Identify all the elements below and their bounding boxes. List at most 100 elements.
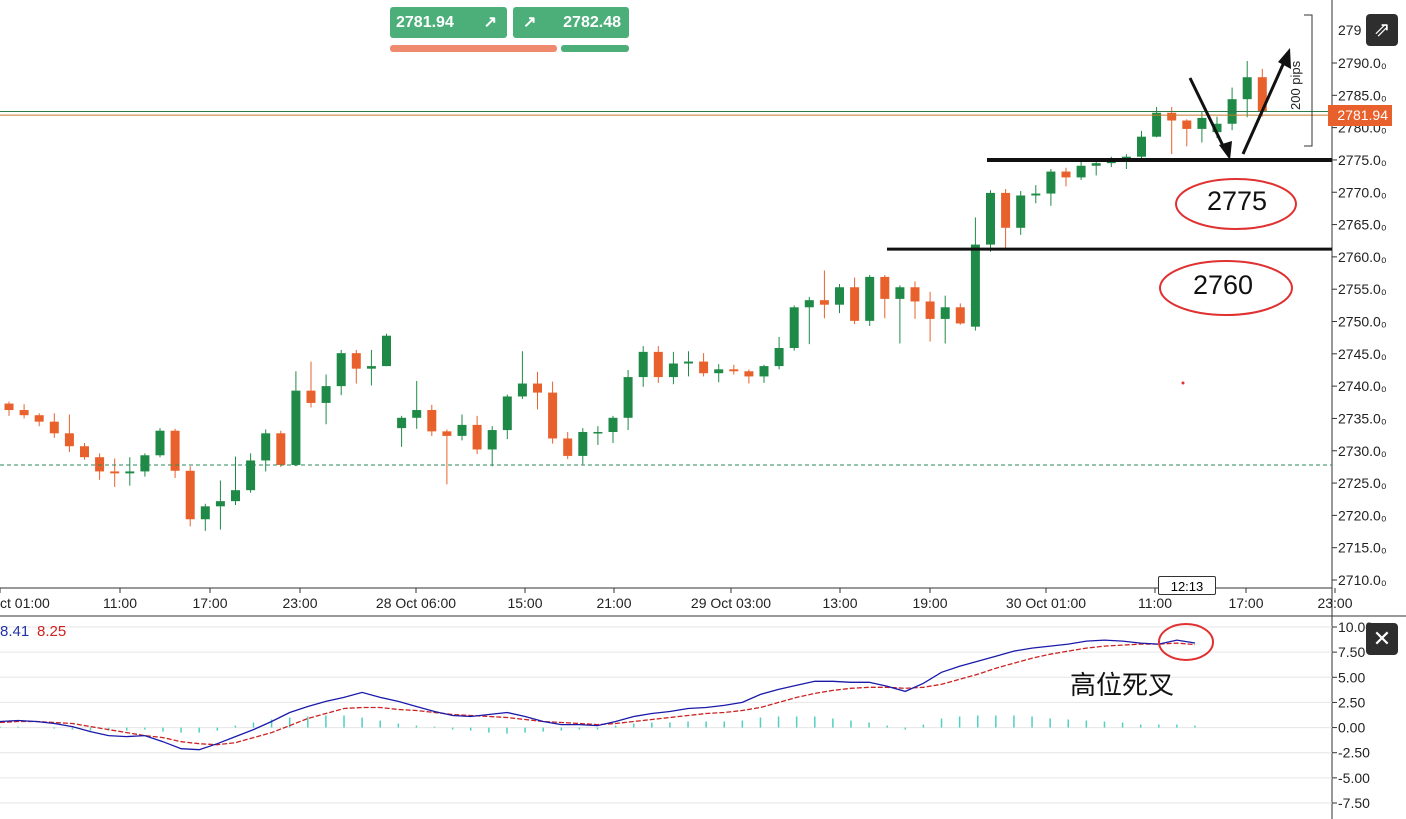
candle-body: [548, 392, 558, 439]
candle: [986, 190, 995, 252]
indicator-tick-label: -2.50: [1338, 745, 1370, 761]
candle-body: [1152, 112, 1162, 137]
candle-body: [970, 244, 980, 327]
down-arrow-line: [1188, 77, 1228, 153]
candle-body: [1046, 171, 1056, 194]
candle-body: [850, 287, 860, 321]
candle: [351, 349, 361, 384]
close-icon[interactable]: ✕: [1366, 623, 1398, 655]
candle: [291, 371, 301, 467]
candle-body: [668, 363, 678, 378]
candle-body: [34, 415, 44, 422]
candle: [714, 364, 724, 383]
candle-body: [517, 383, 527, 397]
candle: [457, 414, 467, 441]
candle: [653, 346, 663, 383]
candle-body: [563, 438, 573, 456]
candle: [1182, 119, 1192, 147]
candle: [246, 453, 256, 493]
candle: [623, 369, 633, 431]
time-tick-label: 29 Oct 03:00: [691, 595, 771, 611]
sell-button[interactable]: 2781.94 ↗: [390, 7, 507, 38]
candle: [729, 364, 739, 375]
candle-body: [276, 433, 286, 465]
current-price-tag: 2781.94: [1328, 105, 1392, 126]
candle-body: [789, 307, 799, 348]
candle-body: [125, 471, 135, 474]
candle: [925, 291, 935, 342]
candle-body: [170, 430, 180, 471]
candle-body: [412, 410, 422, 418]
candle: [1242, 61, 1252, 118]
candle: [412, 380, 422, 429]
candle-body: [366, 366, 376, 369]
candle: [95, 453, 105, 480]
time-tick-label: 23:00: [1317, 595, 1352, 611]
candle: [185, 466, 195, 527]
candle: [804, 296, 814, 345]
oval-2760: [1159, 260, 1293, 316]
candle-body: [457, 424, 467, 436]
candle-body: [185, 470, 195, 520]
candle: [231, 456, 240, 506]
sell-ratio-bar: [390, 45, 557, 52]
indicator-tick-label: 7.50: [1338, 644, 1365, 660]
indicator-tick-label: -5.00: [1338, 770, 1370, 786]
candle: [502, 394, 512, 440]
candle-body: [1016, 195, 1026, 228]
candle-body: [1257, 77, 1267, 112]
candle: [895, 285, 905, 344]
expand-icon[interactable]: ⇗: [1366, 14, 1398, 46]
candle: [533, 371, 542, 410]
candle-body: [64, 433, 74, 447]
candle: [744, 369, 754, 384]
pips-bracket: [1304, 14, 1313, 147]
indicator-tick-label: 2.50: [1338, 694, 1365, 710]
candle-body: [472, 424, 482, 450]
sell-arrow-icon: ↗: [483, 14, 497, 31]
candle-body: [578, 432, 588, 456]
candle-body: [925, 301, 935, 319]
candle: [442, 429, 452, 485]
candle-body: [1001, 192, 1011, 228]
time-tick-label: ct 01:00: [0, 595, 50, 611]
buy-price: 2782.48: [563, 14, 621, 31]
candle: [110, 458, 120, 487]
candle-body: [1137, 136, 1146, 157]
candle-body: [940, 307, 950, 319]
candle-body: [502, 396, 512, 431]
candle-body: [382, 335, 391, 367]
time-tick-label: 11:00: [103, 595, 137, 611]
candle: [427, 404, 437, 436]
time-axis: ct 01:00 11:00 17:00 23:00 28 Oct 06:00 15:00…: [0, 588, 1353, 611]
candle: [170, 428, 180, 478]
sell-price: 2781.94: [396, 14, 454, 31]
candle: [865, 274, 875, 327]
time-tick-label: 15:00: [507, 595, 542, 611]
time-tick-label: 11:00: [1138, 595, 1172, 611]
candle: [850, 277, 860, 325]
candle-body: [653, 351, 663, 378]
candle-body: [1197, 117, 1207, 129]
candlestick-series: [4, 61, 1267, 531]
pips-label: 200 pips: [1288, 60, 1303, 110]
candle: [472, 415, 482, 454]
candle: [397, 415, 407, 447]
candle: [517, 351, 527, 400]
candle-body: [865, 276, 875, 321]
candle-body: [819, 300, 829, 305]
candle-body: [1167, 112, 1177, 121]
price-tick-label: 2775.0₀: [1338, 152, 1387, 168]
candle-body: [699, 361, 709, 374]
up-arrow-line: [1241, 59, 1287, 155]
candle: [563, 432, 573, 460]
candle-body: [442, 431, 452, 436]
price-tick-label: 2735.0₀: [1338, 410, 1387, 426]
candle: [215, 480, 225, 530]
indicator-tick-label: 10.00: [1338, 619, 1373, 635]
buy-button[interactable]: ↗ 2782.48: [513, 7, 629, 38]
candle-body: [19, 410, 29, 416]
indicator-value-2: 8.25: [37, 623, 67, 640]
candle-body: [336, 353, 346, 387]
down-arrow-head: [1219, 141, 1232, 160]
